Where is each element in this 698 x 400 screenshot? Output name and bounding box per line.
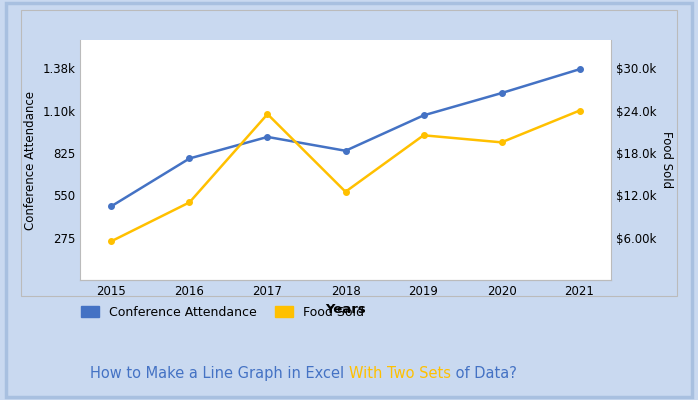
Legend: Conference Attendance, Food Sold: Conference Attendance, Food Sold bbox=[76, 301, 369, 324]
Text: How to Make a Line Graph in Excel: How to Make a Line Graph in Excel bbox=[90, 366, 349, 381]
Text: of Data?: of Data? bbox=[451, 366, 517, 381]
Y-axis label: Conference Attendance: Conference Attendance bbox=[24, 90, 37, 230]
Text: With Two Sets: With Two Sets bbox=[349, 366, 451, 381]
Y-axis label: Food Sold: Food Sold bbox=[660, 132, 673, 188]
X-axis label: Years: Years bbox=[325, 304, 366, 316]
